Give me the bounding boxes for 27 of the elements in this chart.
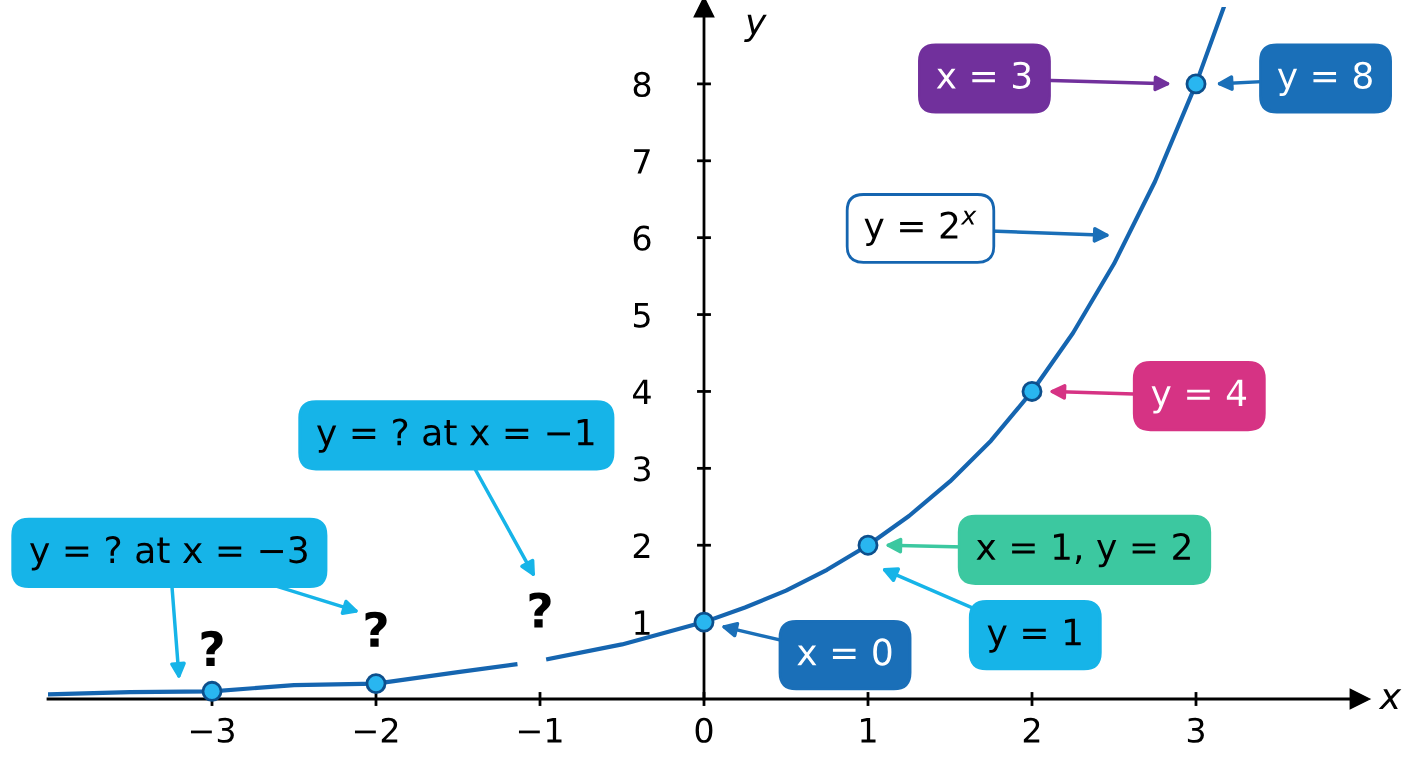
annotation: y = 4 <box>1151 379 1247 414</box>
annotation: y = ? at x = −1 <box>317 418 594 453</box>
y-tick-label: 5 <box>633 302 650 328</box>
x-axis-title: x <box>1378 689 1402 709</box>
x-tick-label: 2 <box>1023 717 1040 743</box>
annotation: y = 8 <box>1277 61 1372 96</box>
annotation: ? <box>529 592 551 628</box>
y-tick-label: 7 <box>634 149 650 174</box>
y-axis-title: y <box>744 14 767 42</box>
x-tick-label: −2 <box>354 717 398 743</box>
annotation: ? <box>201 630 223 666</box>
annotation: y = ? at x = −3 <box>30 536 307 571</box>
annotation: y = 1 <box>987 618 1081 653</box>
x-tick-label: 3 <box>1187 717 1204 743</box>
y-tick-label: 6 <box>633 225 651 251</box>
y-tick-label: 2 <box>633 533 650 558</box>
annotation: x = 3 <box>936 61 1031 89</box>
y-tick-label: 4 <box>633 379 651 405</box>
y-tick-label: 3 <box>633 456 650 482</box>
x-tick-label: 0 <box>695 717 713 743</box>
x-tick-label: 1 <box>861 718 876 743</box>
x-tick-label: −1 <box>518 718 562 743</box>
x-tick-label: −3 <box>190 717 234 743</box>
annotation: ? <box>365 611 387 647</box>
y-tick-label: 8 <box>633 71 651 98</box>
annotation: y = 2$^{x}$ <box>864 210 977 246</box>
y-tick-label: 1 <box>635 610 650 635</box>
